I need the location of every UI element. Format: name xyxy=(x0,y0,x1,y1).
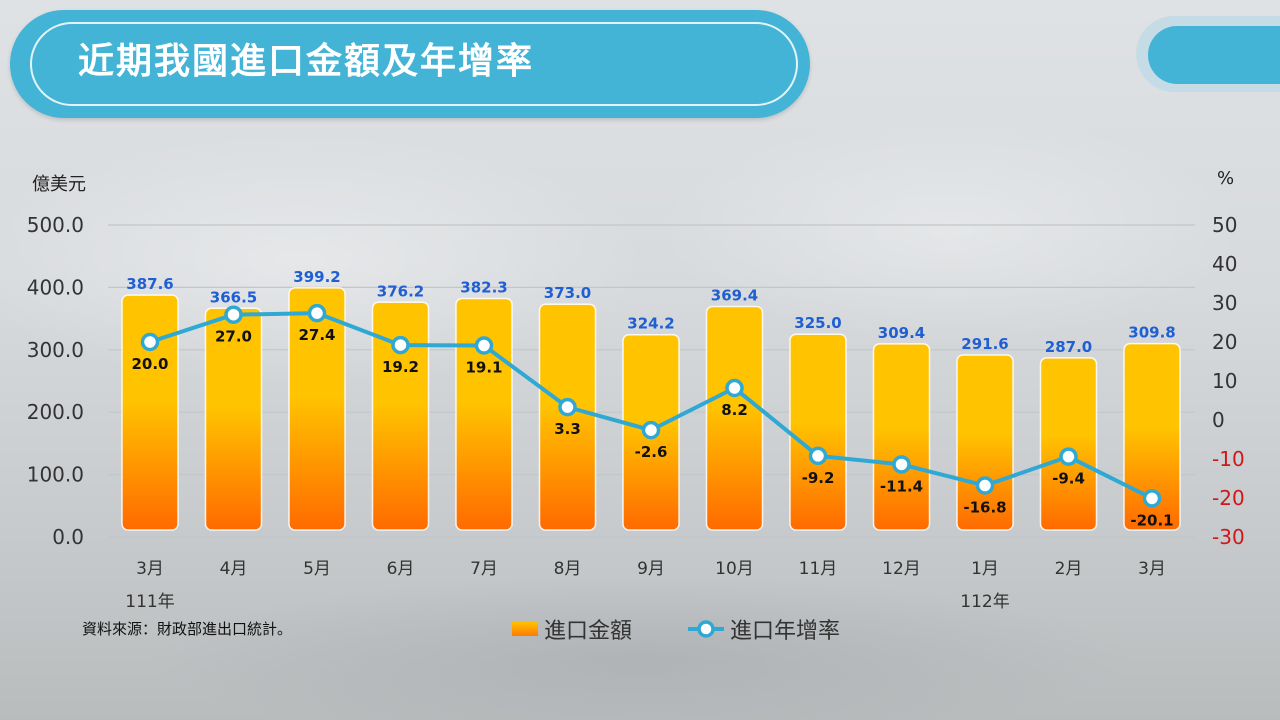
title-banner xyxy=(10,10,810,118)
bar-import-value xyxy=(538,303,597,531)
x-axis-tick-label: 10月 xyxy=(715,559,754,579)
growth-rate-point xyxy=(1059,447,1078,466)
right-axis-tick-label: -20 xyxy=(1212,486,1245,510)
growth-rate-point xyxy=(725,378,744,398)
x-axis-year-label: 112年 xyxy=(960,592,1009,612)
bar-data-label: 369.4 xyxy=(711,286,758,304)
right-axis-tick-label: -10 xyxy=(1212,447,1245,471)
line-data-label: -11.4 xyxy=(880,477,923,495)
x-axis-tick-label: 11月 xyxy=(799,559,838,579)
growth-rate-point xyxy=(641,420,661,440)
x-axis-tick-label: 4月 xyxy=(220,559,248,579)
left-axis-tick-label: 500.0 xyxy=(27,213,84,237)
growth-rate-point xyxy=(474,336,494,355)
line-data-label: -9.2 xyxy=(802,469,835,487)
source-note: 資料來源：財政部進出口統計。 xyxy=(82,620,293,638)
bar-import-value xyxy=(872,343,931,531)
bar-data-label: 373.0 xyxy=(544,284,591,302)
bar-import-value xyxy=(705,305,764,531)
bar-data-label: 309.4 xyxy=(878,324,925,342)
x-axis-tick-label: 7月 xyxy=(470,559,498,579)
bar-data-label: 382.3 xyxy=(460,278,507,296)
left-axis-tick-label: 300.0 xyxy=(27,338,84,362)
left-axis-tick-label: 0.0 xyxy=(52,525,84,549)
line-data-label: -16.8 xyxy=(963,499,1006,517)
right-axis-tick-label: 20 xyxy=(1212,330,1237,354)
bar-data-label: 291.6 xyxy=(961,335,1008,353)
legend-bar-label: 進口金額 xyxy=(544,619,633,644)
left-axis-tick-label: 400.0 xyxy=(27,275,84,299)
growth-rate-point xyxy=(391,335,410,355)
x-axis-tick-label: 1月 xyxy=(971,559,999,579)
bar-data-label: 366.5 xyxy=(210,288,257,306)
line-data-label: 19.1 xyxy=(465,359,502,377)
bar-import-value xyxy=(1123,342,1181,531)
bar-import-value xyxy=(121,294,179,531)
x-axis-tick-label: 6月 xyxy=(387,559,415,579)
bar-data-label: 287.0 xyxy=(1045,338,1092,356)
line-data-label: 27.4 xyxy=(298,326,335,344)
left-axis-tick-label: 100.0 xyxy=(27,463,84,487)
x-axis-year-label: 111年 xyxy=(125,592,174,612)
growth-rate-point xyxy=(224,305,243,324)
growth-rate-point xyxy=(307,303,327,323)
title-banner-border xyxy=(30,22,798,106)
line-data-label: 19.2 xyxy=(382,358,419,376)
line-data-label: 3.3 xyxy=(554,420,581,438)
x-axis-tick-label: 3月 xyxy=(136,559,164,579)
right-axis-tick-label: 10 xyxy=(1212,369,1237,393)
bar-data-label: 309.8 xyxy=(1128,324,1175,342)
growth-rate-point xyxy=(140,332,160,352)
bar-data-label: 399.2 xyxy=(293,268,340,286)
x-axis-tick-label: 2月 xyxy=(1055,559,1083,579)
right-axis-tick-label: -30 xyxy=(1212,525,1245,549)
left-axis-unit: 億美元 xyxy=(32,174,86,195)
right-axis-tick-label: 30 xyxy=(1212,291,1237,315)
growth-rate-point xyxy=(892,455,911,474)
x-axis-tick-label: 9月 xyxy=(637,559,665,579)
bar-import-value xyxy=(789,333,847,531)
line-data-label: -2.6 xyxy=(635,443,668,461)
x-axis-tick-label: 5月 xyxy=(303,559,331,579)
legend-line-label: 進口年增率 xyxy=(730,619,841,644)
bar-import-value xyxy=(288,287,346,531)
bar-import-value xyxy=(956,354,1014,531)
right-axis-tick-label: 50 xyxy=(1212,213,1237,237)
bar-import-value xyxy=(371,301,430,531)
page-title: 近期我國進口金額及年增率 xyxy=(78,41,535,82)
line-data-label: 27.0 xyxy=(215,328,252,346)
growth-rate-point xyxy=(808,446,828,466)
line-data-label: -9.4 xyxy=(1052,470,1085,488)
decorative-pill xyxy=(1148,26,1280,84)
line-data-label: 8.2 xyxy=(721,401,748,419)
growth-rate-point xyxy=(558,397,577,417)
bar-data-label: 324.2 xyxy=(627,315,674,333)
bar-import-value xyxy=(1039,357,1098,531)
right-axis-tick-label: 0 xyxy=(1212,408,1225,432)
growth-rate-point xyxy=(975,476,995,495)
right-axis-unit: % xyxy=(1217,168,1235,189)
line-data-label: -20.1 xyxy=(1130,511,1173,529)
right-axis-tick-label: 40 xyxy=(1212,252,1237,276)
bar-data-label: 325.0 xyxy=(794,314,841,332)
legend-bar-swatch xyxy=(512,622,538,636)
left-axis-tick-label: 200.0 xyxy=(27,400,84,424)
bar-data-label: 376.2 xyxy=(377,282,424,300)
legend-bar-item: 進口金額 xyxy=(512,614,632,644)
bar-import-value xyxy=(455,297,513,531)
line-data-label: 20.0 xyxy=(131,355,168,373)
legend-line-item: 進口年增率 xyxy=(688,614,840,644)
x-axis-tick-label: 8月 xyxy=(554,559,582,579)
legend-line-marker xyxy=(688,620,724,638)
growth-rate-point xyxy=(1142,489,1162,508)
bar-data-label: 387.6 xyxy=(126,275,173,293)
x-axis-tick-label: 12月 xyxy=(882,559,921,579)
x-axis-tick-label: 3月 xyxy=(1138,559,1166,579)
